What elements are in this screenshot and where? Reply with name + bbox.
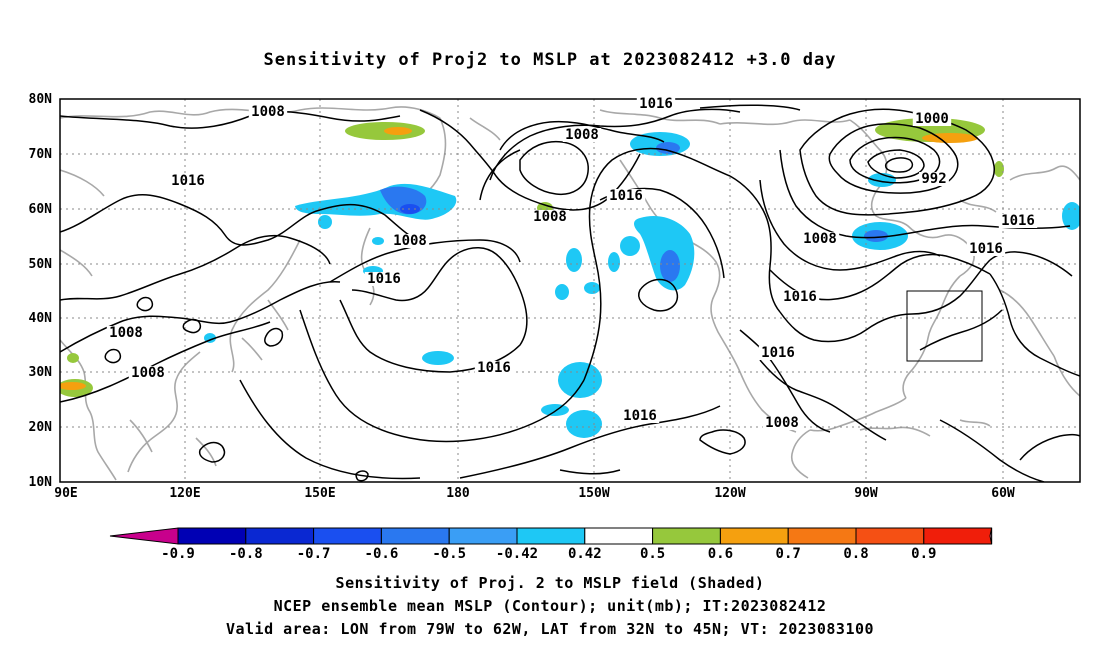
map-panel [60,99,1080,482]
colorbar-label: -0.8 [229,546,263,562]
pressure-contours [60,104,1080,482]
contour-label: 1016 [783,289,817,305]
contour-label: 1016 [477,360,511,376]
contour-label: 1016 [367,271,401,287]
colorbar-swatch [313,527,382,545]
contour-label: 1016 [1001,213,1035,229]
colorbar-swatch [652,527,721,545]
contour-label-bg [474,361,514,375]
contour-label-bg [248,105,288,119]
contour-label: 1016 [639,96,673,112]
contour-label: 1000 [915,111,949,127]
footer-line-3: Valid area: LON from 79W to 62W, LAT fro… [225,620,875,638]
map-frame [59,98,1081,483]
contour-label-bg [128,366,168,380]
contour-label: 1016 [969,241,1003,257]
colorbar-labels: -0.9 -0.8 -0.7 -0.6 -0.5 -0.42 0.42 0.5 0.6 0.7 0.… [161,546,936,562]
contour-label-bg [620,409,660,423]
contour-label-bg [606,189,646,203]
lon-label: 150E [304,486,335,501]
contour-label-bg [912,112,952,126]
contour-label: 1016 [623,408,657,424]
gridlines [60,99,1080,482]
longitude-labels: 90E 120E 150E 180 150W 120W 90W 60W [54,486,1015,501]
lat-label: 60N [29,202,53,217]
colorbar-label: 0.6 [708,546,733,562]
contour-label-bg [762,416,802,430]
contour-label: 1008 [251,104,285,120]
contour-label: 1008 [803,231,837,247]
colorbar-tri-left [109,527,179,545]
contour-label-bg [966,242,1006,256]
contour-label: 1008 [109,325,143,341]
lat-label: 40N [29,311,53,326]
colorbar-label: -0.42 [496,546,538,562]
lon-label: 60W [991,486,1015,501]
lon-label: 120W [714,486,745,501]
colorbar-label: 0.8 [843,546,868,562]
colorbar-swatch [380,527,450,545]
valid-area-box [906,290,983,362]
lat-label: 10N [29,475,53,490]
contour-label-bg [919,172,949,186]
contour-label-bg [636,97,676,111]
lon-label: 120E [169,486,200,501]
lat-label: 20N [29,420,53,435]
colorbar-label: -0.6 [365,546,399,562]
contour-label: 1008 [565,127,599,143]
colorbar-label: -0.5 [432,546,466,562]
contour-label: 1008 [533,209,567,225]
contour-label: 1016 [609,188,643,204]
contour-label: 1008 [393,233,427,249]
colorbar-tri-right [989,527,993,545]
contour-label-bg [780,290,820,304]
contour-label: 1008 [131,365,165,381]
lon-label: 180 [446,486,470,501]
colorbar-label: -0.7 [297,546,331,562]
contour-label-bg [390,234,430,248]
lat-label: 50N [29,257,53,272]
lon-label: 150W [578,486,609,501]
colorbar-label: -0.9 [161,546,195,562]
contour-labels: 1008 1016 1008 1000 1016 992 1016 1008 1008 1016 1… [106,96,1038,431]
contour-label: 1008 [765,415,799,431]
colorbar-label: 0.5 [640,546,665,562]
lon-label: 90E [54,486,77,501]
colorbar-label: 0.7 [776,546,801,562]
colorbar-swatch [787,527,857,545]
contour-label: 1016 [761,345,795,361]
contour-label-bg [800,232,840,246]
contour-label-bg [758,346,798,360]
colorbar-swatch [855,527,925,545]
lat-label: 70N [29,147,53,162]
colorbar-swatch [177,527,247,545]
contour-label: 1016 [171,173,205,189]
contour-label-bg [168,174,208,188]
latitude-labels: 80N 70N 60N 50N 40N 30N 20N 10N [29,92,53,490]
colorbar-label: 0.42 [568,546,602,562]
contour-label-bg [530,210,570,224]
colorbar-swatch [584,527,654,545]
colorbar-swatch [719,527,789,545]
footer-line-2: NCEP ensemble mean MSLP (Contour); unit(… [273,597,827,615]
contour-label-bg [998,214,1038,228]
colorbar-swatch [923,527,993,545]
lon-label: 90W [854,486,878,501]
shaded-patches [60,118,1080,438]
contour-label-bg [106,326,146,340]
colorbar-swatch [448,527,518,545]
contour-label: 992 [921,171,946,187]
colorbar [109,527,993,545]
colorbar-swatch [245,527,315,545]
colorbar-swatch [516,527,586,545]
colorbar-label: 0.9 [911,546,936,562]
contour-label-bg [562,128,602,142]
lat-label: 30N [29,365,53,380]
contour-label-bg [364,272,404,286]
lat-label: 80N [29,92,53,107]
chart-title: Sensitivity of Proj2 to MSLP at 20230824… [263,50,837,70]
footer-line-1: Sensitivity of Proj. 2 to MSLP field (Sh… [335,574,765,592]
